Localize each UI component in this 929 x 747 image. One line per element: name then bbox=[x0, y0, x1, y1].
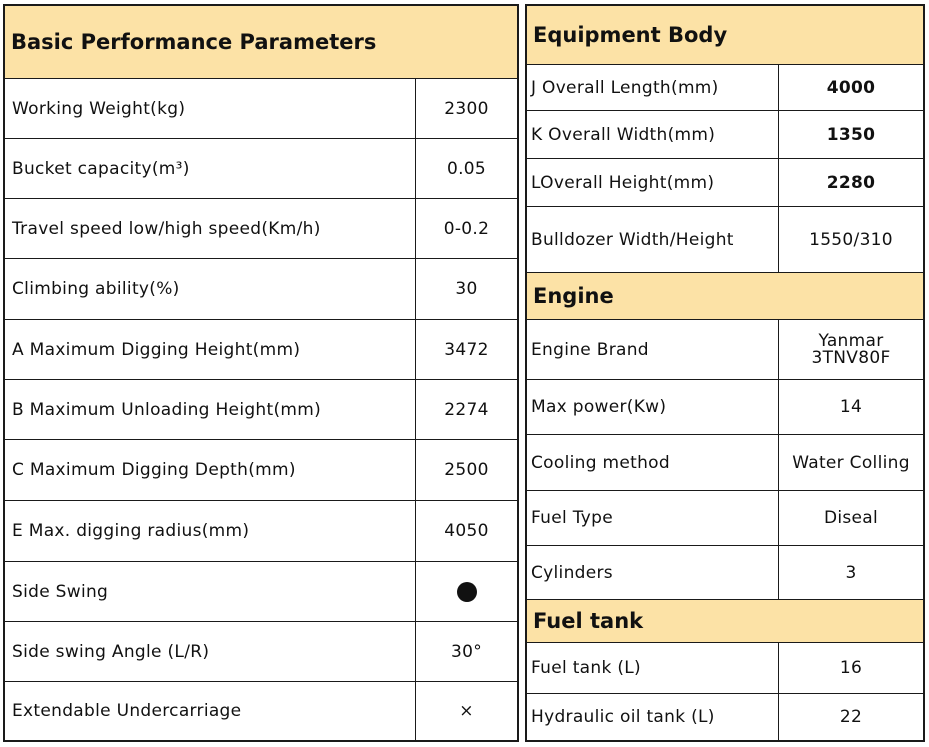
row-label: A Maximum Digging Height(mm) bbox=[5, 320, 416, 379]
table-row: Fuel Type Diseal bbox=[527, 490, 923, 545]
table-row: K Overall Width(mm) 1350 bbox=[527, 110, 923, 158]
table-row: Hydraulic oil tank (L) 22 bbox=[527, 693, 923, 740]
row-label: Bucket capacity(m³) bbox=[5, 139, 416, 198]
row-label: E Max. digging radius(mm) bbox=[5, 501, 416, 561]
value-line: Yanmar bbox=[818, 330, 884, 351]
filled-circle-icon bbox=[456, 581, 477, 602]
row-label: Max power(Kw) bbox=[527, 380, 779, 434]
row-value: 4000 bbox=[826, 77, 876, 98]
row-label: Cooling method bbox=[527, 435, 779, 490]
table-row: Engine Brand Yanmar 3TNV80F bbox=[527, 319, 923, 379]
row-value: Yanmar 3TNV80F bbox=[779, 320, 923, 379]
row-label: Cylinders bbox=[527, 546, 779, 599]
section-title: Basic Performance Parameters bbox=[11, 30, 377, 54]
value-line: 3TNV80F bbox=[811, 347, 891, 368]
table-row: Cooling method Water Colling bbox=[527, 434, 923, 490]
table-row: LOverall Height(mm) 2280 bbox=[527, 158, 923, 206]
row-value: 4050 bbox=[444, 521, 489, 541]
table-row: Working Weight(kg) 2300 bbox=[5, 78, 517, 138]
row-value: 2300 bbox=[444, 98, 489, 119]
fuel-tank-header: Fuel tank bbox=[527, 599, 923, 642]
row-label: Working Weight(kg) bbox=[5, 79, 416, 138]
row-value: 2500 bbox=[444, 460, 489, 480]
row-label: Engine Brand bbox=[527, 320, 779, 379]
engine-header: Engine bbox=[527, 272, 923, 319]
row-value: 16 bbox=[839, 658, 863, 678]
row-label: J Overall Length(mm) bbox=[527, 65, 779, 110]
table-row: Bulldozer Width/Height 1550/310 bbox=[527, 206, 923, 272]
table-row: E Max. digging radius(mm) 4050 bbox=[5, 500, 517, 561]
specifications-table: Equipment Body J Overall Length(mm) 4000… bbox=[525, 4, 925, 742]
row-value: 22 bbox=[839, 707, 863, 727]
row-value: Water Colling bbox=[792, 452, 910, 473]
table-row: J Overall Length(mm) 4000 bbox=[527, 64, 923, 110]
table-row: Max power(Kw) 14 bbox=[527, 379, 923, 434]
row-value: 0.05 bbox=[446, 158, 487, 179]
equipment-body-header: Equipment Body bbox=[527, 6, 923, 64]
row-value: 1550/310 bbox=[809, 229, 893, 250]
row-value: 2274 bbox=[444, 399, 489, 420]
basic-performance-header: Basic Performance Parameters bbox=[5, 6, 517, 78]
row-label: Side swing Angle (L/R) bbox=[5, 622, 416, 681]
basic-performance-table: Basic Performance Parameters Working Wei… bbox=[3, 4, 519, 742]
row-label: Fuel Type bbox=[527, 491, 779, 545]
row-label: K Overall Width(mm) bbox=[527, 111, 779, 158]
row-value: × bbox=[459, 701, 474, 721]
row-value: 3 bbox=[845, 562, 857, 583]
row-label: Hydraulic oil tank (L) bbox=[527, 694, 779, 740]
row-value bbox=[416, 562, 517, 621]
table-row: Climbing ability(%) 30 bbox=[5, 258, 517, 319]
row-label: Travel speed low/high speed(Km/h) bbox=[5, 199, 416, 258]
table-row: B Maximum Unloading Height(mm) 2274 bbox=[5, 379, 517, 439]
table-row: Cylinders 3 bbox=[527, 545, 923, 599]
table-row: Bucket capacity(m³) 0.05 bbox=[5, 138, 517, 198]
section-title: Equipment Body bbox=[533, 23, 728, 47]
row-value: 14 bbox=[839, 397, 863, 417]
table-row: Extendable Undercarriage × bbox=[5, 681, 517, 740]
table-row: Fuel tank (L) 16 bbox=[527, 642, 923, 693]
section-title: Engine bbox=[533, 284, 614, 308]
row-value: 30 bbox=[455, 279, 478, 299]
table-row: Side swing Angle (L/R) 30° bbox=[5, 621, 517, 681]
row-label: C Maximum Digging Depth(mm) bbox=[5, 440, 416, 500]
row-label: Fuel tank (L) bbox=[527, 643, 779, 693]
section-title: Fuel tank bbox=[533, 609, 644, 633]
row-value: 0-0.2 bbox=[443, 218, 490, 239]
row-value: Diseal bbox=[823, 508, 879, 528]
row-label: Climbing ability(%) bbox=[5, 259, 416, 319]
table-row: A Maximum Digging Height(mm) 3472 bbox=[5, 319, 517, 379]
row-value: 2280 bbox=[826, 172, 876, 193]
table-row: Travel speed low/high speed(Km/h) 0-0.2 bbox=[5, 198, 517, 258]
row-value: 30° bbox=[450, 641, 483, 662]
table-row: C Maximum Digging Depth(mm) 2500 bbox=[5, 439, 517, 500]
row-label: LOverall Height(mm) bbox=[527, 159, 779, 206]
row-value: 1350 bbox=[826, 124, 876, 145]
row-label: B Maximum Unloading Height(mm) bbox=[5, 380, 416, 439]
row-label: Bulldozer Width/Height bbox=[527, 207, 779, 272]
row-label: Extendable Undercarriage bbox=[5, 682, 416, 740]
row-value: 3472 bbox=[444, 339, 489, 360]
row-label: Side Swing bbox=[5, 562, 416, 621]
table-row: Side Swing bbox=[5, 561, 517, 621]
